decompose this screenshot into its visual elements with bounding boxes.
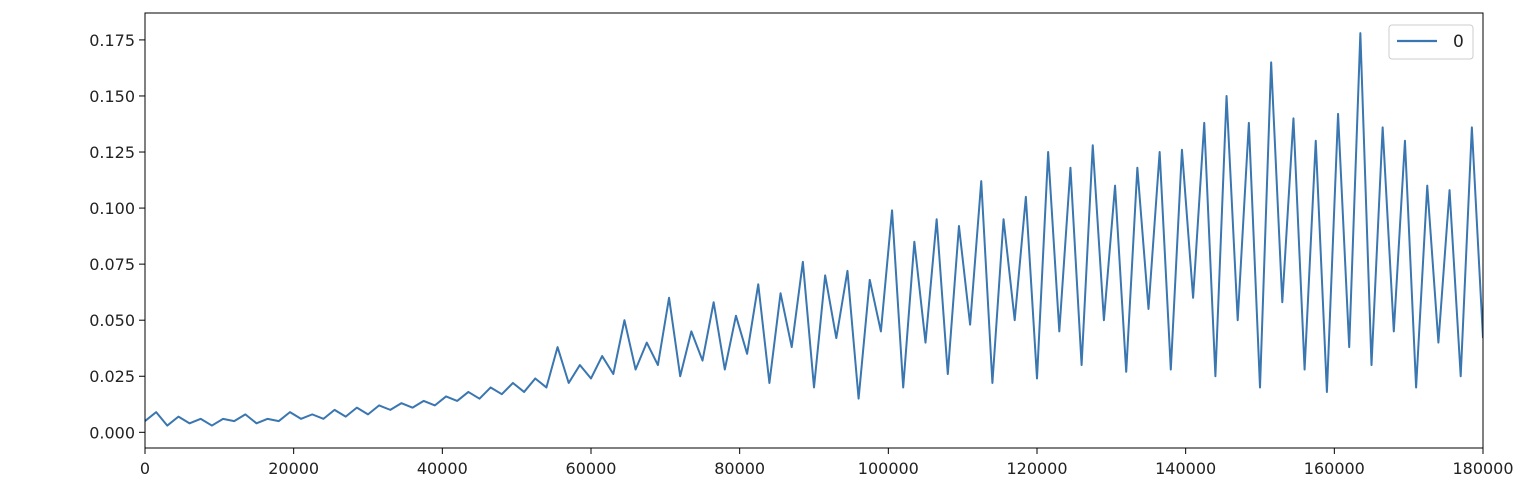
x-tick-label: 140000 — [1155, 459, 1216, 478]
x-tick-label: 180000 — [1452, 459, 1513, 478]
x-tick-label: 60000 — [566, 459, 617, 478]
y-tick-label: 0.075 — [89, 255, 135, 274]
legend-label: 0 — [1453, 32, 1464, 52]
series-line-0 — [145, 32, 1483, 427]
y-tick-label: 0.050 — [89, 311, 135, 330]
x-axis: 0 20000 40000 60000 80000 100000 120000 140000 1… — [140, 448, 1514, 478]
y-tick-label: 0.000 — [89, 423, 135, 442]
x-tick-label: 20000 — [268, 459, 319, 478]
legend: 0 — [1388, 24, 1474, 60]
y-tick-label: 0.150 — [89, 87, 135, 106]
x-tick-label: 0 — [140, 459, 150, 478]
x-tick-label: 80000 — [714, 459, 765, 478]
y-tick-label: 0.175 — [89, 31, 135, 50]
y-tick-label: 0.125 — [89, 143, 135, 162]
x-tick-label: 120000 — [1006, 459, 1067, 478]
plot-frame — [144, 12, 1484, 449]
y-tick-label: 0.100 — [89, 199, 135, 218]
x-tick-label: 160000 — [1304, 459, 1365, 478]
y-axis: 0.000 0.025 0.050 0.075 0.100 0.125 0.150 0.175 — [89, 31, 145, 442]
x-tick-label: 40000 — [417, 459, 468, 478]
y-tick-label: 0.025 — [89, 367, 135, 386]
x-tick-label: 100000 — [858, 459, 919, 478]
